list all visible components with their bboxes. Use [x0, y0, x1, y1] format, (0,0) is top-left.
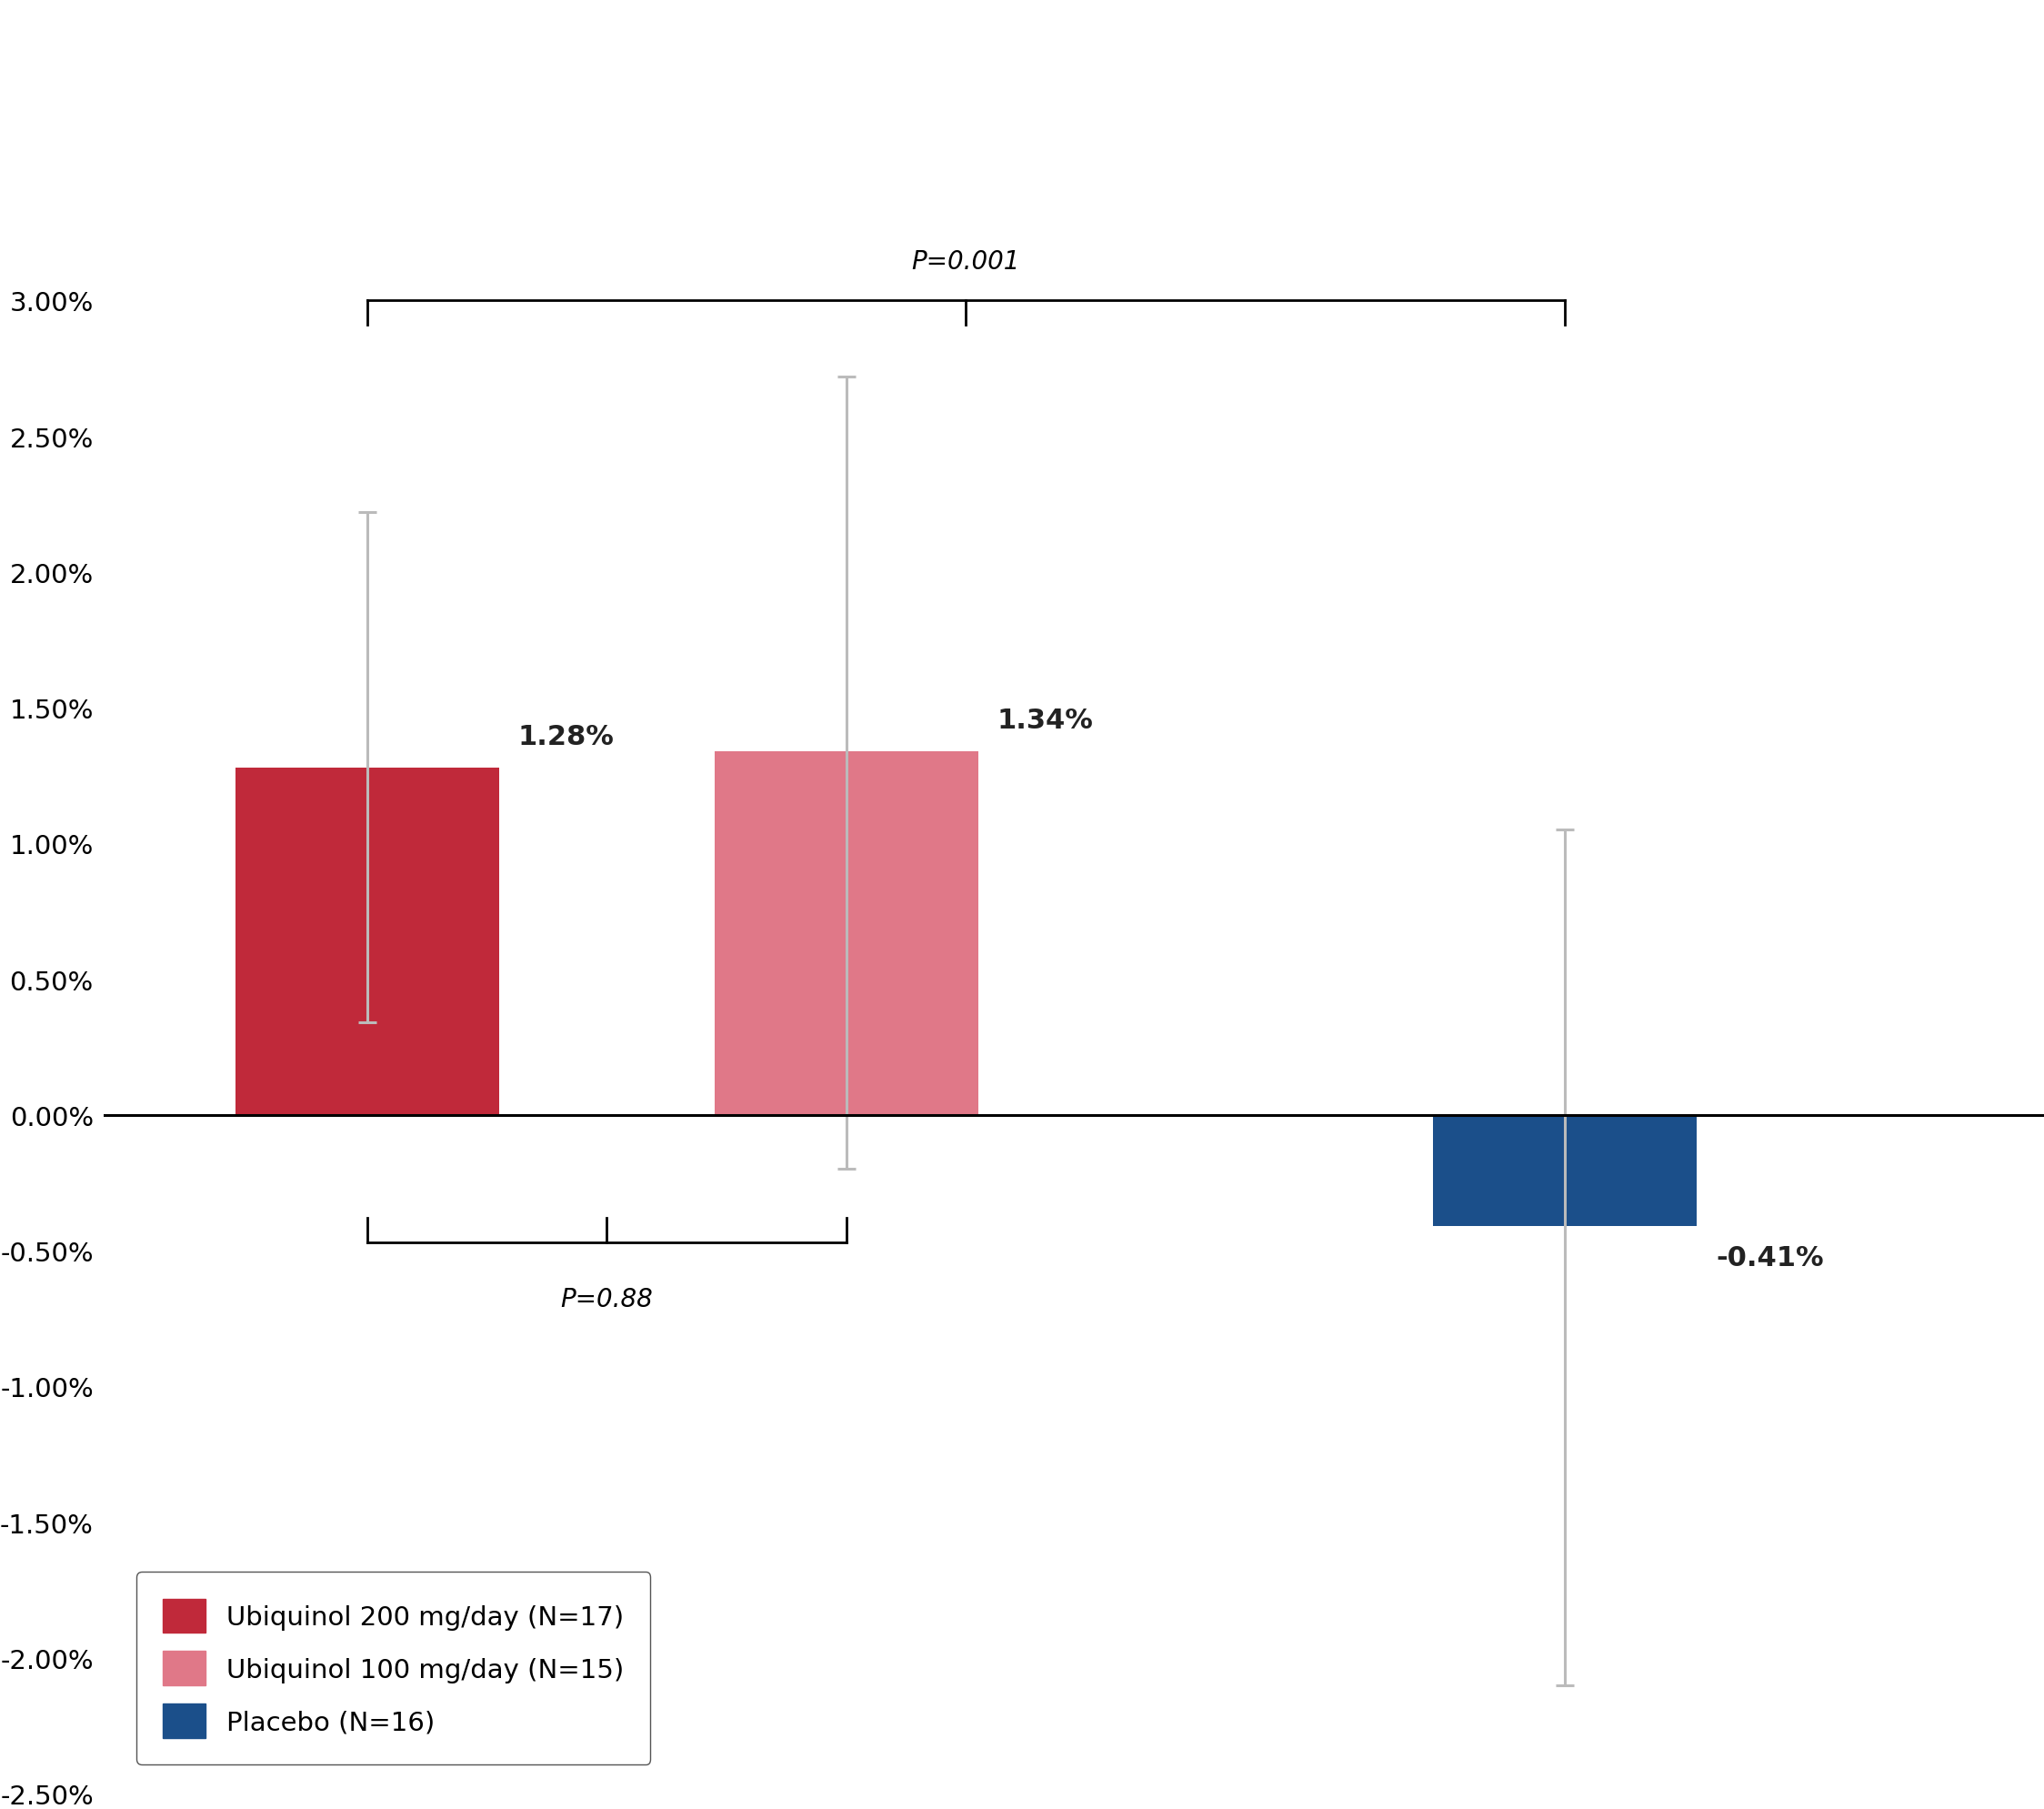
Text: P=0.001: P=0.001 — [912, 248, 1020, 275]
Bar — [235, 767, 499, 1114]
Text: -0.41%: -0.41% — [1715, 1245, 1823, 1270]
Legend: Ubiquinol 200 mg/day (N=17), Ubiquinol 100 mg/day (N=15), Placebo (N=16): Ubiquinol 200 mg/day (N=17), Ubiquinol 1… — [137, 1572, 650, 1764]
Text: 1.28%: 1.28% — [517, 724, 615, 751]
Text: Primary endpoint:: Primary endpoint: — [779, 43, 1369, 99]
Text: P=0.88: P=0.88 — [560, 1286, 652, 1312]
Text: improvement in flow-mediated dilation (FMD)*†: improvement in flow-mediated dilation (F… — [292, 137, 1856, 194]
Text: 1.34%: 1.34% — [997, 707, 1094, 734]
Bar — [1433, 1114, 1697, 1227]
Bar — [715, 751, 977, 1114]
